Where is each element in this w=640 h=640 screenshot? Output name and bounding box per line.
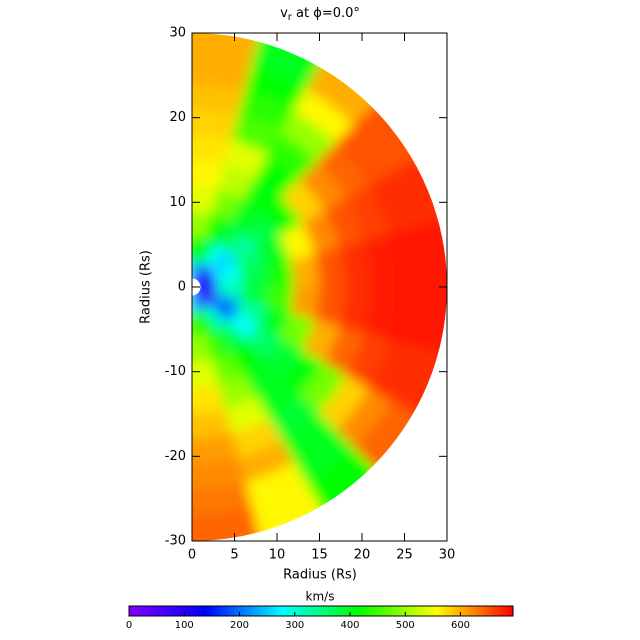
colorbar-tick-label: 600 (451, 620, 470, 631)
heat-cell (289, 253, 321, 288)
heat-cell (192, 384, 226, 415)
heatmap (192, 33, 447, 541)
x-tick-label: 5 (230, 548, 238, 563)
heat-cell (413, 214, 447, 288)
y-axis-label: Radius (Rs) (139, 250, 154, 324)
x-tick-label: 25 (396, 548, 413, 563)
heat-cell (314, 286, 346, 328)
colorbar-label: km/s (306, 590, 335, 604)
heat-cell (413, 286, 447, 360)
heatmap-cells (192, 33, 447, 541)
title-rest: at ϕ=0.0° (292, 6, 360, 21)
x-tick-label: 15 (311, 548, 328, 563)
title-main: v (280, 6, 288, 21)
heat-cell (192, 134, 233, 165)
x-axis-label: Radius (Rs) (283, 568, 357, 583)
y-tick-label: -30 (165, 534, 186, 549)
heat-cell (314, 246, 346, 288)
y-tick-label: 0 (178, 280, 186, 295)
chart-title: vr at ϕ=0.0° (280, 6, 360, 24)
colorbar-tick-label: 0 (126, 620, 132, 631)
x-tick-label: 0 (188, 548, 196, 563)
colorbar (128, 605, 514, 617)
x-tick-label: 30 (439, 548, 456, 563)
colorbar-tick-label: 200 (230, 620, 249, 631)
heat-cell (192, 409, 233, 440)
colorbar-tick-label: 500 (396, 620, 415, 631)
y-tick-label: -20 (165, 449, 186, 464)
x-tick-label: 10 (269, 548, 286, 563)
colorbar-tick-label: 300 (285, 620, 304, 631)
heat-cell (192, 159, 226, 190)
y-tick-label: 20 (169, 110, 186, 125)
y-tick-label: -10 (165, 364, 186, 379)
y-tick-label: 10 (169, 195, 186, 210)
title-sub: r (288, 12, 293, 23)
heat-cell (192, 507, 266, 541)
y-tick-label: 30 (169, 26, 186, 41)
colorbar-tick-label: 100 (175, 620, 194, 631)
colorbar-tick-label: 400 (340, 620, 359, 631)
x-tick-label: 20 (354, 548, 371, 563)
heat-cell (192, 33, 266, 67)
